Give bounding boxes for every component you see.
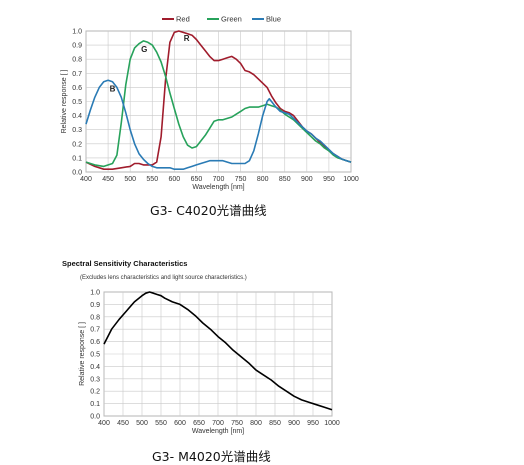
chart2-y-tick-label: 0.8 <box>90 314 100 321</box>
chart2-x-tick-label: 400 <box>98 420 110 427</box>
chart1-x-tick-label: 450 <box>102 176 114 183</box>
chart1-series-line-green <box>85 40 352 168</box>
chart1-plot: 400 450 500 550 600 650 700 750 800 850 900 950 1000… <box>61 29 359 192</box>
chart1-y-tick-label: 0.2 <box>72 141 82 148</box>
chart1-annotation-g: G <box>141 45 147 54</box>
chart2-x-tick-label: 1000 <box>324 420 340 427</box>
chart2-y-tick-label: 0.1 <box>90 401 100 408</box>
chart1-x-axis-label: Wavelength [nm] <box>192 184 244 191</box>
chart2-caption: G3- M4020光谱曲线 <box>152 449 271 464</box>
chart2-x-tick-label: 750 <box>231 420 243 427</box>
chart1-x-tick-label: 600 <box>168 176 180 183</box>
chart1-x-tick-label: 900 <box>301 176 313 183</box>
chart1-y-tick-label: 0.8 <box>72 57 82 64</box>
chart1-y-axis-label: Relative response [ ] <box>61 70 68 134</box>
chart1-y-tick-label: 0.5 <box>72 99 82 106</box>
chart2-x-tick-label: 550 <box>155 420 167 427</box>
chart2-x-tick-label: 600 <box>174 420 186 427</box>
chart2-x-tick-label: 700 <box>212 420 224 427</box>
chart1-x-tick-label: 750 <box>235 176 247 183</box>
chart1-y-tick-label: 1.0 <box>72 29 82 36</box>
legend-label-green: Green <box>221 15 242 24</box>
chart1-y-tick-label: 0.6 <box>72 85 82 92</box>
legend-label-blue: Blue <box>266 15 281 24</box>
chart2-x-tick-label: 950 <box>307 420 319 427</box>
chart2-plot: 400 450 500 550 600 650 700 750 800 850 900 950 1000… <box>62 259 340 435</box>
chart2-x-axis-label: Wavelength [nm] <box>192 428 244 435</box>
chart1-x-tick-label: 550 <box>146 176 158 183</box>
chart2-x-tick-label: 500 <box>136 420 148 427</box>
chart1-y-tick-label: 0.0 <box>72 170 82 177</box>
chart1-annotation-r: R <box>184 34 190 43</box>
chart2-y-tick-label: 0.2 <box>90 389 100 396</box>
chart2-y-tick-label: 0.9 <box>90 302 100 309</box>
chart2-x-tick-label: 450 <box>117 420 129 427</box>
chart1-x-tick-label: 650 <box>191 176 203 183</box>
chart2-y-tick-label: 1.0 <box>90 290 100 297</box>
chart2-y-axis-label: Relative response [ ] <box>79 322 86 386</box>
chart2-y-tick-label: 0.0 <box>90 414 100 421</box>
chart1-x-tick-label: 500 <box>124 176 136 183</box>
chart1-annotation-b: B <box>110 85 116 94</box>
chart1-x-tick-label: 1000 <box>343 176 359 183</box>
chart2-subtitle: (Excludes lens characteristics and light… <box>80 275 247 281</box>
chart2-y-tick-label: 0.6 <box>90 339 100 346</box>
chart1-x-tick-label: 800 <box>257 176 269 183</box>
chart1-y-tick-label: 0.3 <box>72 127 82 134</box>
legend-label-red: Red <box>176 15 190 24</box>
chart2-y-tick-label: 0.4 <box>90 364 100 371</box>
chart1-x-tick-label: 400 <box>80 176 92 183</box>
chart1-y-tick-label: 0.4 <box>72 113 82 120</box>
chart2-x-tick-label: 800 <box>250 420 262 427</box>
chart1-y-tick-label: 0.7 <box>72 71 82 78</box>
chart1-x-tick-label: 850 <box>279 176 291 183</box>
chart2-x-tick-label: 850 <box>269 420 281 427</box>
chart1-x-tick-label: 950 <box>323 176 335 183</box>
chart2-y-tick-label: 0.3 <box>90 376 100 383</box>
chart2-x-tick-label: 900 <box>288 420 300 427</box>
chart1-y-tick-label: 0.9 <box>72 43 82 50</box>
chart2-y-tick-label: 0.7 <box>90 327 100 334</box>
chart1-legend: Red Green Blue <box>162 15 281 24</box>
chart2-series-line-response <box>103 291 333 411</box>
chart2-y-tick-label: 0.5 <box>90 352 100 359</box>
chart1-caption: G3- C4020光谱曲线 <box>150 203 267 218</box>
chart1-y-tick-label: 0.1 <box>72 155 82 162</box>
chart1-series-line-blue <box>85 79 352 170</box>
chart2-x-tick-label: 650 <box>193 420 205 427</box>
chart1-x-tick-label: 700 <box>213 176 225 183</box>
chart2-title: Spectral Sensitivity Characteristics <box>62 259 187 268</box>
